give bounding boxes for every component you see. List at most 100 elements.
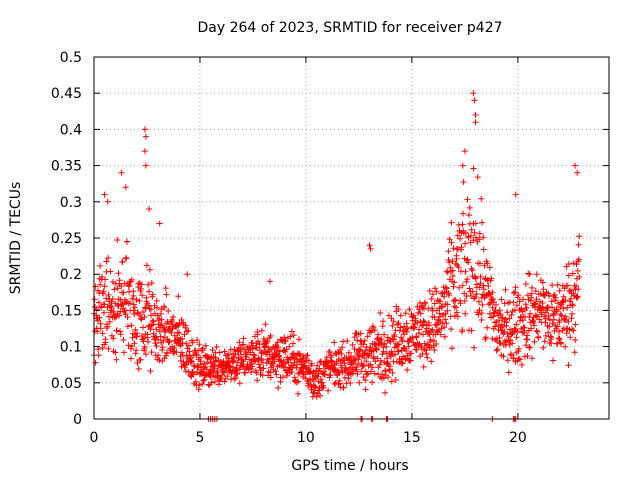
data-point: [568, 295, 574, 302]
data-point: [540, 344, 547, 351]
data-point: [112, 349, 119, 356]
data-point: [397, 324, 404, 331]
data-point: [527, 310, 534, 317]
data-point: [190, 371, 197, 378]
data-point: [535, 334, 542, 341]
data-point: [366, 329, 373, 336]
data-point: [179, 340, 186, 346]
x-tick-label: 0: [90, 430, 99, 446]
data-point: [357, 330, 364, 337]
data-point: [156, 357, 163, 364]
data-point: [528, 294, 535, 301]
data-point: [232, 375, 239, 381]
data-point: [469, 288, 476, 295]
data-point: [248, 366, 255, 373]
data-point: [150, 318, 157, 325]
data-point: [572, 337, 579, 343]
data-point: [236, 339, 243, 346]
data-point: [103, 258, 110, 265]
data-point: [276, 348, 283, 355]
data-point: [466, 285, 473, 292]
data-point: [211, 378, 218, 385]
data-point: [574, 293, 581, 300]
data-point: [422, 300, 429, 307]
data-point: [399, 360, 406, 366]
data-point: [163, 352, 169, 359]
data-point: [539, 300, 546, 306]
data-point: [570, 260, 577, 267]
data-point: [96, 299, 102, 306]
data-point: [94, 317, 101, 324]
data-point: [562, 343, 569, 350]
data-point: [472, 274, 479, 281]
data-point: [523, 342, 530, 349]
data-point: [326, 348, 333, 355]
data-point: [152, 340, 159, 347]
data-point: [529, 355, 536, 362]
data-point: [143, 262, 150, 269]
data-point: [367, 368, 374, 375]
data-point: [141, 148, 148, 155]
data-point: [345, 375, 352, 382]
data-point: [133, 296, 140, 303]
data-point: [125, 342, 132, 349]
data-point: [127, 345, 134, 352]
data-point: [485, 283, 492, 289]
data-point: [153, 326, 160, 333]
data-point: [128, 355, 134, 362]
data-point: [386, 337, 393, 344]
data-point: [360, 362, 367, 369]
data-point: [267, 369, 274, 376]
data-point: [169, 318, 176, 325]
data-point: [131, 304, 138, 311]
data-point: [296, 336, 302, 343]
data-point: [402, 310, 409, 317]
data-point: [556, 319, 563, 326]
data-point: [411, 324, 418, 331]
data-point: [117, 331, 124, 338]
data-point: [567, 334, 574, 341]
data-point: [576, 273, 583, 280]
data-point: [512, 191, 519, 198]
data-point: [479, 219, 485, 226]
data-point: [196, 341, 203, 348]
data-point: [390, 318, 397, 325]
data-point: [356, 353, 363, 360]
data-point: [512, 284, 519, 291]
data-point: [539, 279, 546, 286]
data-point: [487, 300, 494, 306]
data-point: [384, 334, 391, 341]
data-point: [160, 337, 167, 344]
data-point: [468, 327, 475, 334]
data-point: [504, 309, 511, 316]
data-point: [378, 336, 385, 342]
data-point: [459, 162, 466, 169]
data-point: [513, 334, 520, 341]
data-point: [507, 326, 513, 333]
data-point: [115, 270, 122, 277]
data-point: [522, 281, 529, 287]
data-point: [449, 258, 456, 265]
data-point: [574, 267, 581, 274]
data-point: [109, 296, 116, 302]
data-point: [290, 340, 296, 347]
data-point: [108, 298, 115, 305]
data-point: [502, 286, 509, 293]
data-point: [114, 237, 121, 243]
data-point: [158, 306, 165, 313]
data-point: [478, 317, 485, 323]
data-point: [153, 297, 160, 304]
data-point: [188, 358, 195, 364]
data-point: [137, 285, 144, 292]
data-point: [521, 329, 528, 335]
data-point: [515, 345, 522, 352]
data-point: [569, 302, 576, 309]
data-point: [145, 338, 152, 345]
data-point: [123, 254, 130, 261]
data-point: [283, 346, 290, 353]
data-point: [362, 386, 369, 393]
data-point: [458, 244, 465, 251]
data-point: [221, 378, 228, 385]
data-point: [327, 372, 334, 379]
data-point: [504, 330, 511, 337]
